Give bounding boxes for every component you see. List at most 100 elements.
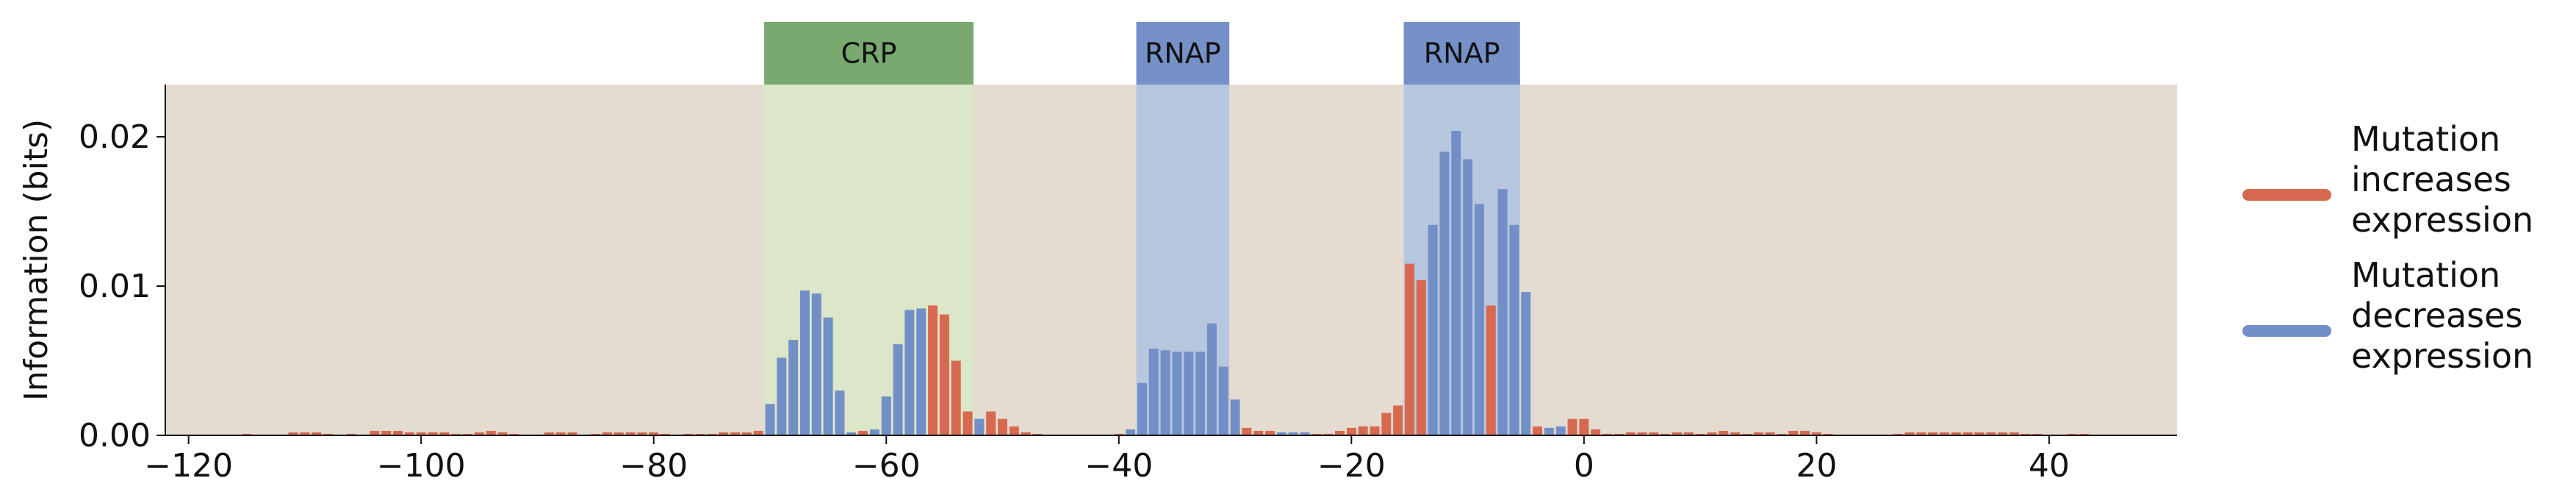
bar-increases-pos-6 bbox=[1649, 432, 1659, 435]
bar-increases-pos--110 bbox=[300, 432, 310, 435]
bar-decreases-pos--70 bbox=[765, 404, 775, 435]
bar-increases-pos--100 bbox=[416, 432, 426, 435]
bar-increases-pos--17 bbox=[1381, 413, 1392, 435]
bar-increases-pos-12 bbox=[1719, 430, 1729, 435]
x-tick-label: 20 bbox=[1796, 447, 1837, 485]
bar-increases-pos-32 bbox=[1951, 432, 1961, 435]
bar-decreases-pos--57 bbox=[916, 308, 927, 435]
bar-increases-pos-43 bbox=[2079, 433, 2089, 435]
bar-increases-pos-14 bbox=[1741, 433, 1752, 435]
bar-increases-pos--80 bbox=[649, 432, 659, 435]
bar-increases-pos--95 bbox=[474, 432, 484, 435]
bar-increases-pos-34 bbox=[1974, 432, 1985, 435]
x-tick-label: −60 bbox=[852, 447, 921, 485]
bar-increases-pos--76 bbox=[695, 433, 705, 435]
region-label-rnap-2: RNAP bbox=[1424, 38, 1500, 70]
bar-decreases-pos--25 bbox=[1288, 432, 1298, 435]
bar-increases-pos--101 bbox=[404, 432, 414, 435]
bar-decreases-pos--26 bbox=[1276, 432, 1287, 435]
y-axis: 0.00 0.01 0.02 bbox=[79, 85, 166, 454]
bar-increases-pos--81 bbox=[637, 432, 647, 435]
bar-decreases-pos--63 bbox=[846, 432, 857, 435]
bar-decreases-pos--32 bbox=[1206, 323, 1217, 435]
bar-decreases-pos--60 bbox=[881, 396, 891, 435]
bar-increases-pos--62 bbox=[858, 430, 868, 435]
bar-decreases-pos--52 bbox=[974, 418, 985, 435]
bar-decreases-pos--3 bbox=[1544, 427, 1554, 435]
bar-increases-pos--71 bbox=[753, 430, 763, 435]
bar-increases-pos--23 bbox=[1312, 433, 1322, 435]
legend-label-line: expression bbox=[2351, 336, 2533, 376]
legend-label-line: expression bbox=[2351, 200, 2533, 240]
legend: Mutation increases expression Mutation decre… bbox=[2242, 119, 2533, 376]
bar-increases-pos--96 bbox=[463, 433, 472, 435]
bar-increases-pos-42 bbox=[2068, 433, 2078, 435]
bar-increases-pos--54 bbox=[951, 360, 961, 435]
legend-label-increases: Mutation increases expression bbox=[2351, 119, 2533, 240]
bar-increases-pos--19 bbox=[1358, 426, 1368, 435]
bar-increases-pos--75 bbox=[707, 433, 717, 435]
bar-decreases-pos--66 bbox=[811, 293, 821, 435]
bar-increases-pos-27 bbox=[1893, 433, 1903, 435]
bar-increases-pos--16 bbox=[1393, 405, 1403, 435]
bar-decreases-pos--65 bbox=[823, 317, 833, 435]
region-header-rnap-2 bbox=[1403, 22, 1520, 85]
bar-increases-pos-30 bbox=[1928, 432, 1938, 435]
bar-increases-pos--92 bbox=[509, 433, 519, 435]
bar-decreases-pos--9 bbox=[1474, 204, 1484, 435]
y-tick-label: 0.01 bbox=[79, 268, 151, 305]
bar-increases-pos-38 bbox=[2021, 433, 2031, 435]
bar-increases-pos--109 bbox=[312, 432, 322, 435]
y-tick-label: 0.00 bbox=[79, 417, 151, 454]
x-tick-label: 0 bbox=[1574, 447, 1594, 485]
region-header-rnap-1 bbox=[1136, 22, 1230, 85]
bar-increases-pos--93 bbox=[497, 432, 508, 435]
bar-decreases-pos--39 bbox=[1126, 429, 1136, 435]
legend-label-line: Mutation bbox=[2351, 255, 2500, 295]
bar-increases-pos--72 bbox=[741, 432, 752, 435]
x-axis: −120 −100 −80 −60 −40 −20 0 20 40 bbox=[144, 435, 2177, 485]
x-tick-label: 40 bbox=[2029, 447, 2070, 485]
y-axis-label: Information (bits) bbox=[18, 119, 55, 401]
bar-increases-pos--115 bbox=[242, 433, 252, 435]
bar-increases-pos-21 bbox=[1823, 433, 1833, 435]
bar-increases-pos--111 bbox=[288, 432, 298, 435]
bar-increases-pos-33 bbox=[1962, 432, 1973, 435]
bar-decreases-pos--6 bbox=[1509, 224, 1519, 435]
bar-increases-pos--20 bbox=[1346, 427, 1356, 435]
bar-decreases-pos--11 bbox=[1451, 130, 1461, 435]
bar-increases-pos--8 bbox=[1486, 305, 1496, 435]
bar-increases-pos--73 bbox=[730, 432, 740, 435]
bar-increases-pos-16 bbox=[1765, 432, 1775, 435]
bar-increases-pos--48 bbox=[1021, 432, 1031, 435]
bar-increases-pos--55 bbox=[939, 314, 949, 435]
bar-decreases-pos--30 bbox=[1230, 399, 1240, 435]
region-shade-crp-0 bbox=[764, 85, 974, 435]
bar-increases-pos--15 bbox=[1404, 263, 1414, 435]
bar-increases-pos--49 bbox=[1009, 426, 1019, 435]
legend-label-decreases: Mutation decreases expression bbox=[2351, 255, 2533, 376]
bar-increases-pos--102 bbox=[393, 430, 403, 435]
bar-increases-pos-9 bbox=[1683, 432, 1694, 435]
bar-increases-pos--53 bbox=[963, 411, 973, 435]
bar-increases-pos-5 bbox=[1637, 432, 1647, 435]
bar-increases-pos-35 bbox=[1986, 432, 1996, 435]
bar-increases-pos-39 bbox=[2032, 433, 2043, 435]
bar-increases-pos--21 bbox=[1334, 430, 1345, 435]
bar-increases-pos--14 bbox=[1416, 279, 1426, 435]
bar-decreases-pos--13 bbox=[1428, 224, 1438, 435]
legend-label-line: Mutation bbox=[2351, 119, 2500, 159]
bar-increases-pos-0 bbox=[1579, 418, 1589, 435]
bar-increases-pos--97 bbox=[451, 433, 461, 435]
bar-increases-pos--28 bbox=[1253, 430, 1264, 435]
bar-increases-pos-11 bbox=[1707, 432, 1717, 435]
bar-increases-pos-17 bbox=[1777, 433, 1787, 435]
bar-increases-pos--84 bbox=[602, 432, 612, 435]
bar-increases-pos-15 bbox=[1753, 432, 1763, 435]
bar-increases-pos-29 bbox=[1916, 432, 1926, 435]
bar-decreases-pos--31 bbox=[1218, 366, 1228, 435]
bar-increases-pos--74 bbox=[719, 432, 729, 435]
bar-decreases-pos--61 bbox=[869, 429, 879, 435]
bar-increases-pos--4 bbox=[1533, 426, 1543, 435]
